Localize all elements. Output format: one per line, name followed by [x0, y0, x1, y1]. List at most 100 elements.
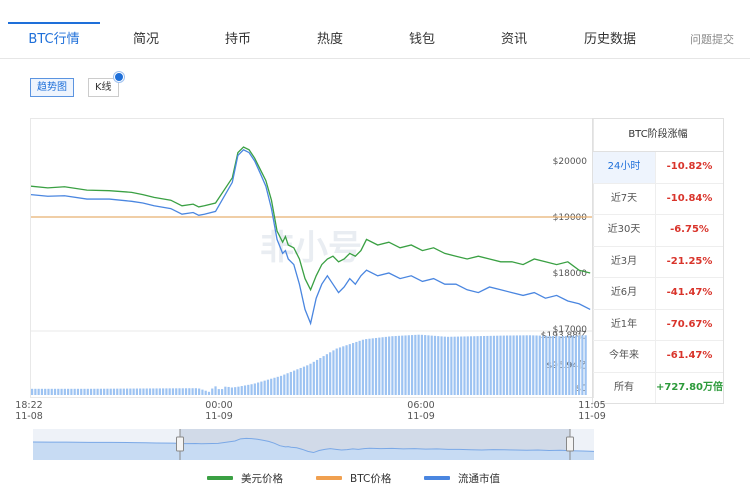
- volume-bar: [253, 383, 256, 395]
- volume-bar: [129, 388, 132, 395]
- volume-bar: [437, 336, 440, 395]
- volume-bar: [584, 335, 587, 395]
- volume-bar: [440, 336, 443, 395]
- volume-bar: [106, 388, 109, 395]
- tab-news[interactable]: 资讯: [500, 32, 527, 47]
- volume-bar: [220, 389, 224, 395]
- legend-item-usd-price[interactable]: 美元价格: [207, 470, 283, 486]
- range-label-6m[interactable]: 近6月: [593, 278, 656, 309]
- volume-bar: [152, 388, 155, 395]
- trend-toggle-button[interactable]: 趋势图: [30, 78, 74, 97]
- range-value: -70.67%: [666, 318, 713, 330]
- range-value: -61.47%: [666, 350, 713, 361]
- range-label-24h[interactable]: 24小时: [593, 152, 656, 183]
- volume-bar: [410, 335, 414, 395]
- volume-bar: [178, 388, 181, 395]
- tab-overview[interactable]: 简况: [132, 32, 159, 47]
- volume-bar: [568, 335, 571, 395]
- volume-bar: [168, 388, 171, 395]
- tab-feedback[interactable]: 问题提交: [690, 33, 734, 46]
- volume-bar: [538, 335, 541, 395]
- volume-bar: [286, 373, 289, 395]
- price-tick-label: $19000: [553, 213, 588, 223]
- volume-bar: [381, 337, 384, 395]
- volume-bar: [73, 388, 76, 395]
- volume-bar: [450, 336, 453, 395]
- volume-bar: [116, 388, 119, 395]
- navigator-left-handle[interactable]: [176, 436, 184, 452]
- legend-swatch: [316, 476, 342, 480]
- volume-bar: [263, 380, 266, 395]
- volume-bar: [551, 336, 555, 395]
- volume-bar: [319, 358, 322, 395]
- x-tick-label: 06:00 11-09: [407, 400, 435, 422]
- volume-bar: [541, 335, 545, 395]
- volume-bar: [89, 388, 93, 395]
- notification-dot: [114, 72, 124, 82]
- volume-bar: [266, 379, 270, 395]
- volume-bar: [509, 335, 512, 395]
- range-value: -41.47%: [666, 287, 713, 298]
- volume-bar: [224, 386, 227, 395]
- volume-bar: [427, 335, 430, 395]
- volume-bar: [443, 336, 446, 395]
- volume-bar: [34, 388, 37, 395]
- range-change-table: BTC阶段涨幅 24小时 -10.82% 近7天 -10.84% 近30天 -6.75…: [592, 118, 724, 404]
- volume-bar: [469, 336, 473, 395]
- volume-bar: [125, 388, 129, 395]
- range-label-30d[interactable]: 近30天: [593, 215, 656, 246]
- volume-bar: [548, 335, 551, 395]
- volume-bar: [564, 335, 568, 395]
- watermark-logo: 非小号: [260, 228, 362, 268]
- navigator-right-handle[interactable]: [566, 436, 574, 452]
- volume-bar: [345, 345, 348, 395]
- range-label-all[interactable]: 所有: [593, 372, 656, 403]
- volume-bar: [296, 369, 299, 395]
- range-navigator[interactable]: [32, 429, 595, 460]
- kline-toggle-button[interactable]: K线: [88, 78, 119, 97]
- volume-bar: [332, 350, 335, 395]
- volume-bar: [374, 337, 378, 395]
- volume-bar: [417, 334, 420, 395]
- volume-bar: [289, 371, 292, 395]
- tab-holdings[interactable]: 持币: [224, 32, 251, 47]
- price-chart[interactable]: 非小号 $20000$19000$18000$17000$193.88亿$96.…: [30, 118, 594, 398]
- volume-bar: [466, 336, 469, 395]
- range-label-7d[interactable]: 近7天: [593, 183, 656, 214]
- volume-bar: [348, 344, 351, 395]
- volume-bar: [158, 388, 161, 395]
- tab-history[interactable]: 历史数据: [583, 32, 636, 47]
- volume-bar: [273, 377, 276, 395]
- volume-bar: [329, 352, 332, 395]
- legend-item-btc-price[interactable]: BTC价格: [316, 470, 391, 486]
- volume-bar: [53, 388, 57, 395]
- volume-bar: [57, 388, 60, 395]
- range-value: -6.75%: [670, 224, 709, 235]
- volume-bar: [424, 335, 427, 395]
- tab-btc-market[interactable]: BTC行情: [8, 0, 100, 58]
- volume-bar: [394, 335, 397, 395]
- volume-bar: [430, 335, 433, 395]
- range-label-1y[interactable]: 近1年: [593, 309, 656, 340]
- tab-wallet[interactable]: 钱包: [408, 32, 435, 47]
- volume-bar: [315, 359, 319, 395]
- volume-bar: [456, 336, 460, 395]
- legend-item-market-cap[interactable]: 流通市值: [424, 470, 500, 486]
- tab-popularity[interactable]: 热度: [316, 32, 343, 47]
- navigator-area: [33, 438, 594, 460]
- volume-bar: [276, 376, 279, 395]
- range-row: 今年来 -61.47%: [593, 341, 723, 373]
- range-label-3m[interactable]: 近3月: [593, 246, 656, 277]
- volume-bar: [283, 374, 286, 395]
- volume-bar: [312, 361, 315, 395]
- volume-bar: [388, 336, 391, 395]
- range-label-ytd[interactable]: 今年来: [593, 341, 656, 372]
- volume-bar: [191, 388, 194, 395]
- volume-bar: [355, 341, 358, 395]
- volume-bar: [335, 348, 338, 395]
- volume-bar: [67, 388, 70, 395]
- volume-bar: [528, 335, 532, 395]
- volume-bar: [260, 381, 263, 395]
- range-row: 近7天 -10.84%: [593, 183, 723, 215]
- range-row: 近1年 -70.67%: [593, 309, 723, 341]
